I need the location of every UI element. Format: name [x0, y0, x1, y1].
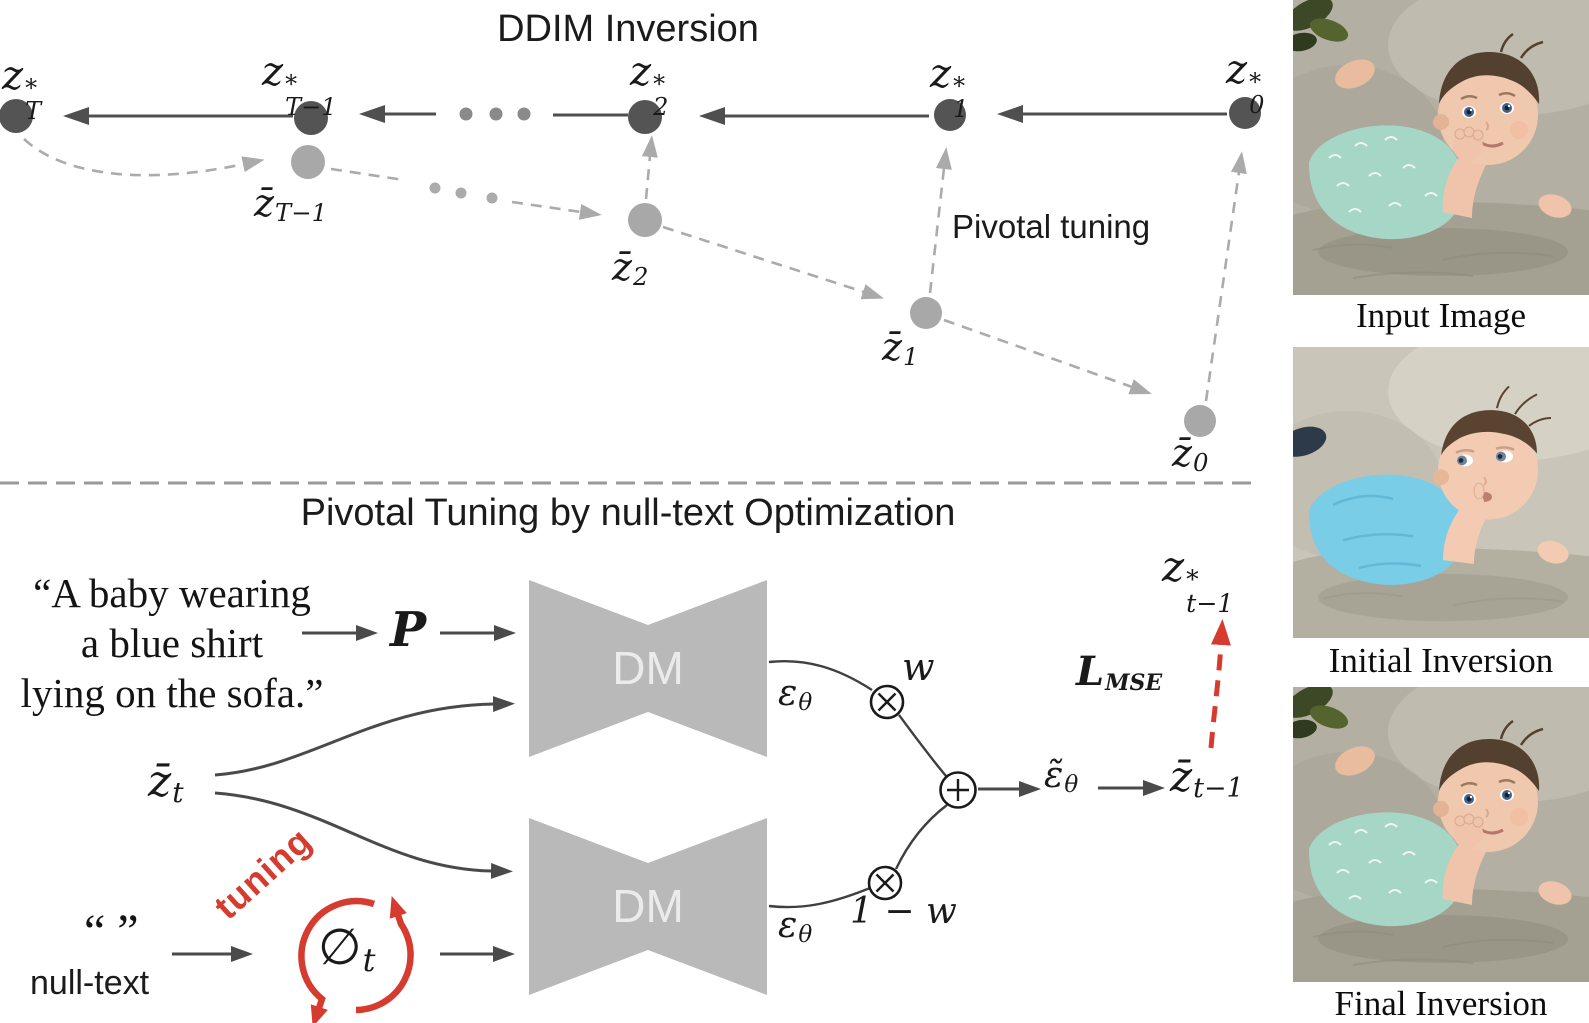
label-z-bar-1: z̄1	[882, 325, 919, 372]
prompt-text: “A baby wearing a blue shirt lying on th…	[4, 568, 340, 718]
noise-output-curves	[768, 659, 948, 909]
prompt-line-2: a blue shirt	[80, 620, 264, 666]
baby-foot	[1293, 426, 1327, 457]
dm-label-top: DM	[612, 642, 684, 694]
label-loss-mse: LMSE	[1076, 648, 1163, 696]
prompt-encoder-symbol: P	[390, 602, 427, 658]
plant-leaves	[1293, 0, 1349, 52]
ddim-inversion-title: DDIM Inversion	[497, 8, 759, 50]
pivotal-ellipsis-gray	[429, 182, 498, 204]
final-inversion-caption: Final Inversion	[1334, 984, 1548, 1023]
baby-illustration	[1308, 719, 1572, 927]
dm-label-bottom: DM	[612, 880, 684, 932]
final-inversion-illustration	[1293, 687, 1589, 982]
baby-illustration	[1308, 32, 1572, 240]
label-eps-theta-top: εθ	[778, 673, 813, 717]
null-text-quotes: “ ”	[84, 905, 139, 958]
otimes-op-bottom	[867, 865, 903, 901]
latent-nodes-dark	[0, 97, 1261, 135]
baby-illustration	[1308, 385, 1569, 585]
null-embedding-symbol: ∅t	[318, 918, 376, 980]
input-image-illustration	[1293, 0, 1589, 295]
label-one-minus-w: 1 − w	[850, 891, 957, 932]
diffusion-model-block-top	[529, 580, 767, 757]
input-image-caption: Input Image	[1355, 296, 1527, 335]
label-eps-tilde-theta: ε̃θ	[1044, 755, 1079, 799]
flow-diagram-svg: DM DM	[0, 97, 1261, 1023]
prompt-line-3: lying on the sofa.”	[20, 670, 324, 716]
baby-foot	[1335, 746, 1375, 776]
baby-foot	[1335, 59, 1375, 89]
diffusion-model-block-bottom	[529, 818, 767, 995]
label-eps-theta-bottom: εθ	[778, 905, 813, 949]
null-text-label: null-text	[30, 964, 150, 1002]
ddim-chain-dark	[63, 105, 1227, 125]
label-z-star-T-1: z * T−1	[262, 49, 337, 121]
final-inversion-image	[1293, 687, 1589, 982]
label-z-star-1: z * 1	[930, 51, 969, 123]
label-z-star-0: z * 0	[1226, 47, 1265, 119]
plant-leaves	[1293, 687, 1349, 739]
ddim-ellipsis-dark	[459, 107, 531, 121]
initial-inversion-illustration	[1293, 347, 1589, 638]
initial-inversion-caption: Initial Inversion	[1328, 641, 1554, 680]
oplus-op	[939, 771, 977, 809]
input-image	[1293, 0, 1589, 295]
pivotal-tuning-title: Pivotal Tuning by null-text Optimization	[300, 492, 956, 534]
initial-inversion-image	[1293, 347, 1589, 638]
otimes-op-top	[869, 684, 905, 720]
label-z-star-t-1: z * t−1	[1162, 542, 1234, 619]
label-z-bar-t-1: z̄t−1	[1170, 752, 1244, 804]
label-z-bar-t: z̄t	[148, 756, 184, 810]
pivotal-tuning-annotation: Pivotal tuning	[952, 208, 1151, 245]
label-z-bar-0: z̄0	[1172, 431, 1209, 478]
label-z-star-T: z * T	[2, 53, 42, 125]
tuning-cycle-icon	[298, 896, 414, 1023]
input-arrows	[172, 625, 1165, 962]
label-z-star-2: z * 2	[630, 49, 669, 121]
label-z-bar-2: z̄2	[612, 245, 649, 292]
mse-loss-arrow	[1208, 619, 1231, 749]
label-w: w	[902, 645, 935, 689]
pivotal-chain-gray	[23, 135, 1247, 402]
prompt-line-1: “A baby wearing	[33, 570, 311, 616]
latent-nodes-gray	[291, 145, 1216, 437]
label-z-bar-T-1: z̄T−1	[254, 181, 328, 228]
